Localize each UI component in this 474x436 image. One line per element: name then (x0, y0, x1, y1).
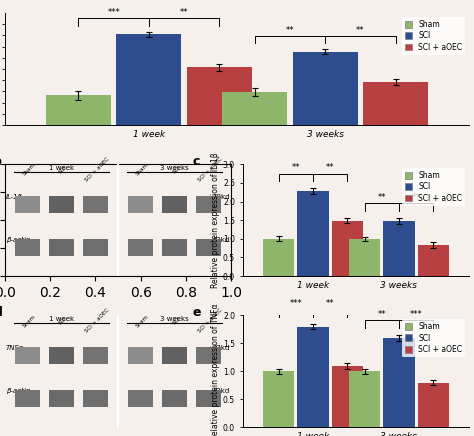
Legend: Sham, SCI, SCI + aOEC: Sham, SCI, SCI + aOEC (401, 17, 465, 54)
Bar (49, 239, 74, 255)
Text: 18kd: 18kd (213, 194, 230, 200)
Bar (383, 221, 415, 276)
Bar (331, 366, 363, 427)
Text: b: b (0, 155, 2, 168)
Y-axis label: Relative protein expression of IL-1β: Relative protein expression of IL-1β (211, 152, 220, 288)
Text: 3 weeks: 3 weeks (160, 165, 189, 171)
Bar (128, 390, 153, 407)
Text: SCI: SCI (172, 316, 182, 326)
Legend: Sham, SCI, SCI + aOEC: Sham, SCI, SCI + aOEC (401, 168, 465, 206)
Text: IL-1β: IL-1β (6, 194, 23, 200)
Text: **: ** (412, 193, 420, 202)
Text: **: ** (326, 164, 335, 172)
Bar (46, 95, 111, 125)
Bar (196, 390, 221, 407)
Bar (128, 239, 153, 255)
Bar (263, 371, 294, 427)
Text: **: ** (292, 164, 300, 172)
Bar (331, 221, 363, 276)
Bar (162, 239, 187, 255)
Text: c: c (193, 155, 200, 168)
Text: **: ** (326, 299, 335, 308)
Text: **: ** (180, 8, 188, 17)
Text: β-actin: β-actin (6, 236, 30, 242)
Text: SCI: SCI (58, 316, 68, 326)
Bar (15, 196, 40, 213)
Text: e: e (193, 307, 201, 320)
Bar (83, 390, 108, 407)
Bar (49, 196, 74, 213)
Text: **: ** (377, 310, 386, 319)
Bar (162, 347, 187, 364)
Bar (363, 82, 428, 125)
Text: Sham: Sham (22, 162, 36, 177)
Bar (263, 239, 294, 276)
Bar (162, 390, 187, 407)
Bar (196, 347, 221, 364)
Text: SCI + aOEC: SCI + aOEC (197, 157, 224, 183)
Bar (196, 196, 221, 213)
Bar (196, 239, 221, 255)
Bar (383, 338, 415, 427)
Text: SCI: SCI (58, 165, 68, 174)
Text: Sham: Sham (22, 313, 36, 328)
Text: ***: *** (290, 299, 302, 308)
Bar (117, 34, 182, 125)
Text: SCI: SCI (172, 165, 182, 174)
Bar (83, 347, 108, 364)
Bar (15, 347, 40, 364)
Bar (187, 68, 252, 125)
Text: ***: *** (107, 8, 120, 17)
Text: 27kd: 27kd (213, 345, 230, 351)
Text: TNFα: TNFα (6, 345, 24, 351)
Bar (349, 239, 380, 276)
Legend: Sham, SCI, SCI + aOEC: Sham, SCI, SCI + aOEC (401, 319, 465, 357)
Text: 1 week: 1 week (49, 316, 74, 322)
Bar (297, 191, 329, 276)
Text: **: ** (286, 26, 294, 35)
Text: 42kd: 42kd (213, 237, 230, 242)
Bar (128, 196, 153, 213)
Text: 42kd: 42kd (213, 388, 230, 394)
Text: d: d (0, 307, 2, 320)
Bar (162, 196, 187, 213)
Text: SCI + aOEC: SCI + aOEC (84, 308, 110, 334)
Y-axis label: Relative protein expression of TNFα: Relative protein expression of TNFα (211, 303, 220, 436)
Text: ***: *** (410, 310, 422, 319)
Text: 3 weeks: 3 weeks (160, 316, 189, 322)
Text: SCI + aOEC: SCI + aOEC (197, 308, 224, 334)
Bar (292, 52, 357, 125)
Text: Sham: Sham (135, 162, 150, 177)
Bar (49, 390, 74, 407)
Text: 1 week: 1 week (49, 165, 74, 171)
Bar (15, 390, 40, 407)
Bar (83, 239, 108, 255)
Bar (297, 327, 329, 427)
Bar (222, 92, 287, 125)
Bar (349, 371, 380, 427)
Bar (418, 382, 449, 427)
Bar (15, 239, 40, 255)
Text: **: ** (356, 26, 365, 35)
Bar (128, 347, 153, 364)
Text: SCI + aOEC: SCI + aOEC (84, 157, 110, 183)
Bar (49, 347, 74, 364)
Bar (418, 245, 449, 276)
Text: β-actin: β-actin (6, 388, 30, 394)
Text: **: ** (377, 193, 386, 202)
Bar (83, 196, 108, 213)
Text: Sham: Sham (135, 313, 150, 328)
